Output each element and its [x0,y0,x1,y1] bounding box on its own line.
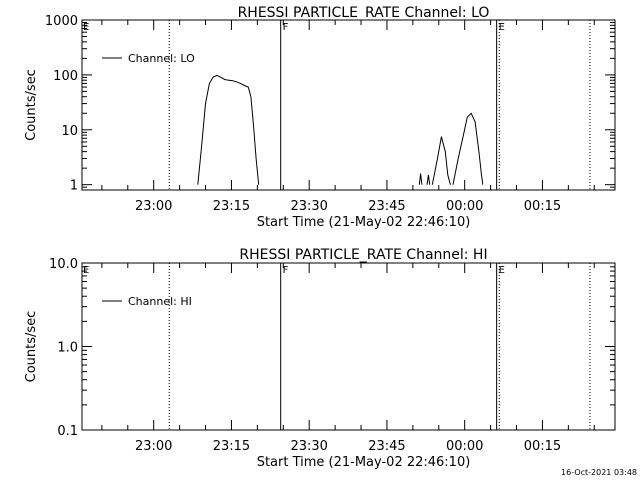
hi-channel-panel: RHESSI PARTICLE_RATE Channel: HI Counts/s… [24,247,616,470]
plot-frame [81,19,616,191]
x-tick-label: 00:00 [446,439,483,454]
x-tick-label: 23:30 [290,439,327,454]
y-axis-label: Counts/sec [24,311,39,383]
series-line [197,74,260,185]
y-tick-label: 0.1 [57,424,78,439]
plot-frame [81,262,616,431]
legend-entry: Channel: HI [128,295,192,308]
y-tick-label: 1.0 [57,341,78,356]
y-tick-label: 100 [53,69,78,84]
marker-label: E [83,22,89,33]
x-tick-label: 00:00 [446,199,483,214]
legend-entry: Channel: LO [128,52,195,65]
series-line [431,136,451,185]
marker-label: E [499,22,505,33]
lo-channel-panel: RHESSI PARTICLE_RATE Channel: LO Counts/s… [24,5,616,230]
y-tick-label: 1000 [45,14,78,29]
chart-title: RHESSI PARTICLE_RATE Channel: HI [239,247,487,263]
y-tick-label: 10.0 [49,257,78,272]
y-axis-label: Counts/sec [24,69,39,141]
x-tick-label: 23:45 [368,199,405,214]
x-tick-label: 23:15 [213,439,250,454]
y-tick-label: 1 [70,179,78,194]
x-tick-label: 00:15 [524,199,561,214]
plot-timestamp: 16-Oct-2021 03:48 [561,468,637,477]
x-tick-label: 23:45 [368,439,405,454]
marker-label: E [499,265,505,276]
x-tick-label: 00:15 [524,439,561,454]
x-tick-label: 23:00 [135,199,172,214]
y-tick-label: 10 [61,124,78,139]
x-axis-label: Start Time (21-May-02 22:46:10) [257,455,471,470]
series-line [426,174,431,185]
marker-label: E [83,265,89,276]
x-tick-label: 23:00 [135,439,172,454]
x-tick-label: 23:30 [290,199,327,214]
x-axis-label: Start Time (21-May-02 22:46:10) [257,215,471,230]
marker-label: F [283,265,289,276]
series-line [418,173,423,185]
chart-title: RHESSI PARTICLE_RATE Channel: LO [238,5,490,21]
x-tick-label: 23:15 [213,199,250,214]
series-line [452,112,484,185]
marker-label: F [283,22,289,33]
